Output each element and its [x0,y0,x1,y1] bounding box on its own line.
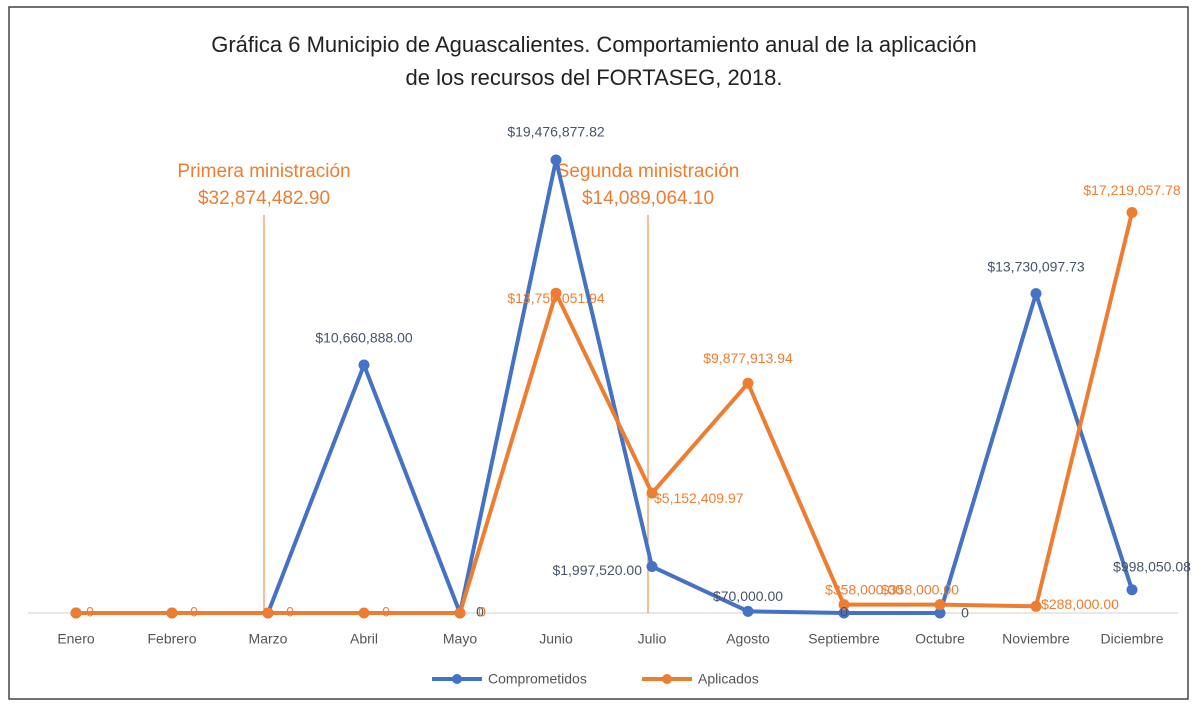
data-label: 0 [190,604,198,620]
x-tick-label: Octubre [915,631,965,647]
x-tick-label: Agosto [726,631,770,647]
x-tick-label: Abril [350,631,378,647]
data-label: $5,152,409.97 [654,490,744,506]
x-tick-label: Julio [638,631,667,647]
legend-marker [662,674,672,684]
marker [550,287,562,299]
data-label: $358,000.00 [881,581,959,597]
legend-label: Comprometidos [488,671,587,687]
marker [742,377,754,389]
marker [166,607,178,619]
data-label: $9,877,913.94 [703,350,793,366]
chart-title: Gráfica 6 Municipio de Aguascalientes. C… [211,32,977,57]
x-tick-label: Febrero [147,631,196,647]
chart-frame [8,6,1189,700]
data-label: 0 [840,604,848,620]
x-tick-label: Mayo [443,631,477,647]
annotation: $14,089,064.10 [582,188,714,209]
data-label: 0 [382,604,390,620]
marker [358,607,370,619]
data-label: $13,750,051.94 [507,290,605,306]
data-label: $19,476,877.82 [507,124,605,140]
annotation: Primera ministración [177,161,350,182]
data-label: $1,997,520.00 [552,562,642,578]
annotation: $32,874,482.90 [198,188,330,209]
marker [262,607,274,619]
data-label: $13,730,097.73 [987,258,1085,274]
x-tick-label: Noviembre [1002,631,1070,647]
data-label: $70,000.00 [713,588,783,604]
annotation: Segunda ministración [557,161,740,182]
marker [1126,207,1138,219]
marker [646,561,658,573]
data-label: 0 [476,604,484,620]
marker [70,607,82,619]
legend-marker [452,674,462,684]
data-label: 0 [961,605,969,621]
data-label: $17,219,057.78 [1083,182,1181,198]
data-label: 0 [286,604,294,620]
marker [454,607,466,619]
x-tick-label: Septiembre [808,631,880,647]
data-label: $358,000.00 [825,581,903,597]
marker [838,599,850,611]
x-tick-label: Junio [539,631,573,647]
data-label: $998,050.08 [1113,558,1191,574]
legend-label: Aplicados [698,671,759,687]
x-tick-label: Enero [57,631,95,647]
x-tick-label: Diciembre [1100,631,1163,647]
line [76,212,1134,615]
marker [550,154,562,166]
chart-title: de los recursos del FORTASEG, 2018. [405,65,782,90]
marker [838,607,850,619]
marker [742,605,754,617]
marker [1030,600,1042,612]
marker [1126,584,1138,596]
data-label: 0 [86,604,94,620]
data-label: $10,660,888.00 [315,330,413,346]
marker [934,599,946,611]
marker [1030,288,1042,300]
x-tick-label: Marzo [249,631,288,647]
marker [646,487,658,499]
marker [934,607,946,619]
marker [358,359,370,371]
data-label: 0 [478,604,486,620]
data-label: $288,000.00 [1041,596,1119,612]
